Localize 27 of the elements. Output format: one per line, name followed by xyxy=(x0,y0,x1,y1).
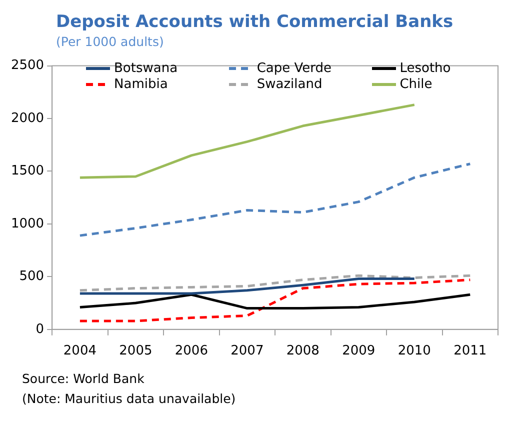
line-series xyxy=(78,278,472,322)
line-series xyxy=(78,162,472,237)
legend-label: Botswana xyxy=(114,61,178,76)
x-tick-label: 2008 xyxy=(286,344,320,359)
x-tick-label: 2007 xyxy=(230,344,264,359)
legend-label: Lesotho xyxy=(400,61,451,76)
legend-label: Namibia xyxy=(114,77,168,92)
line-series xyxy=(78,274,472,292)
x-tick-label: 2011 xyxy=(454,344,487,359)
legend-label: Cape Verde xyxy=(256,61,332,76)
legend-label: Chile xyxy=(400,77,432,92)
x-tick-label: 2006 xyxy=(174,344,208,359)
source-note: Source: World Bank xyxy=(22,370,146,388)
x-tick-label: 2010 xyxy=(398,344,431,359)
legend-label: Swaziland xyxy=(256,77,322,92)
y-tick-label: 500 xyxy=(19,269,44,284)
chart-subtitle: (Per 1000 adults) xyxy=(56,34,165,49)
y-tick-label: 1000 xyxy=(10,216,44,232)
text: (Note: Mauritius data unavailable) xyxy=(22,390,237,408)
y-tick-label: 2500 xyxy=(10,58,44,74)
y-tick-label: 0 xyxy=(36,322,44,337)
y-tick-label: 1500 xyxy=(10,164,44,179)
chart-title: Deposit Accounts with Commercial Banks xyxy=(56,12,454,32)
x-tick-label: 2004 xyxy=(63,344,96,359)
x-tick-label: 2005 xyxy=(119,344,152,359)
x-tick-label: 2009 xyxy=(342,344,376,359)
y-tick-label: 2000 xyxy=(10,110,44,126)
